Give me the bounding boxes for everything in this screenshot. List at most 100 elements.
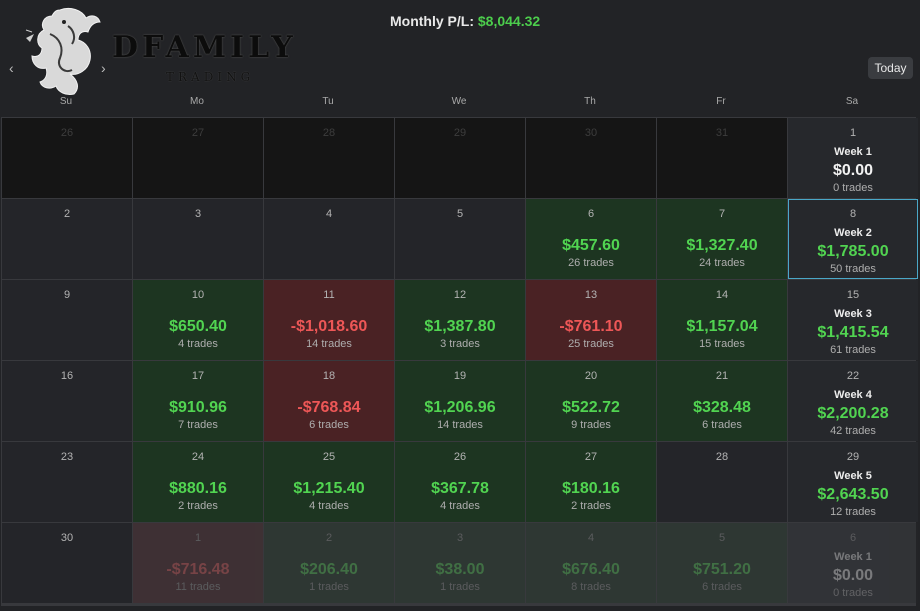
brand-name: DFAMILY	[112, 30, 297, 65]
day-trade-count: 7 trades	[178, 419, 218, 431]
day-cell[interactable]: 24 $880.16 2 trades	[133, 442, 263, 522]
day-cell[interactable]: 10 $650.40 4 trades	[133, 280, 263, 360]
day-pl-amount: $328.48	[693, 399, 751, 416]
day-cell[interactable]: 7 $1,327.40 24 trades	[657, 199, 787, 279]
day-cell[interactable]: 28	[657, 442, 787, 522]
day-cell[interactable]: 3	[133, 199, 263, 279]
day-cell[interactable]: 4	[264, 199, 394, 279]
day-number: 30	[60, 532, 74, 544]
week-pl-amount: $1,785.00	[817, 243, 889, 260]
day-cell[interactable]: 26 $367.78 4 trades	[395, 442, 525, 522]
day-cell[interactable]: 23	[2, 442, 132, 522]
day-cell[interactable]: 26	[2, 118, 132, 198]
day-number: 23	[60, 451, 74, 463]
day-number: 3	[456, 532, 464, 544]
day-pl-amount: -$716.48	[166, 561, 230, 578]
day-number: 1	[849, 127, 857, 139]
day-cell[interactable]: 14 $1,157.04 15 trades	[657, 280, 787, 360]
day-cell[interactable]: 5 $751.20 6 trades	[657, 523, 787, 603]
day-cell[interactable]: 25 $1,215.40 4 trades	[264, 442, 394, 522]
day-number: 2	[325, 532, 333, 544]
week-trade-count: 61 trades	[830, 344, 876, 356]
day-number: 5	[456, 208, 464, 220]
day-trade-count: 1 trades	[309, 581, 349, 593]
day-pl-amount: $367.78	[431, 480, 489, 497]
day-cell[interactable]: 9	[2, 280, 132, 360]
day-pl-amount: $38.00	[435, 561, 485, 578]
day-trade-count: 2 trades	[571, 500, 611, 512]
day-number: 13	[584, 289, 598, 301]
day-number: 7	[718, 208, 726, 220]
chevron-left-icon[interactable]: ‹	[9, 60, 14, 76]
day-number: 11	[323, 289, 335, 301]
week-label: Week 1	[834, 146, 872, 158]
week-trade-count: 50 trades	[830, 263, 876, 275]
day-pl-amount: $676.40	[562, 561, 620, 578]
today-button[interactable]: Today	[868, 57, 913, 79]
day-cell[interactable]: 13 -$761.10 25 trades	[526, 280, 656, 360]
week-summary-cell[interactable]: 8 Week 2 $1,785.00 50 trades	[788, 199, 918, 279]
day-cell[interactable]: 21 $328.48 6 trades	[657, 361, 787, 441]
day-number: 16	[60, 370, 74, 382]
day-pl-amount: $1,215.40	[293, 480, 365, 497]
day-cell[interactable]: 4 $676.40 8 trades	[526, 523, 656, 603]
week-summary-cell[interactable]: 6 Week 1 $0.00 0 trades	[788, 523, 918, 603]
day-number: 14	[715, 289, 729, 301]
week-trade-count: 0 trades	[833, 587, 873, 599]
day-trade-count: 9 trades	[571, 419, 611, 431]
day-number: 27	[191, 127, 205, 139]
week-trade-count: 12 trades	[830, 506, 876, 518]
day-cell[interactable]: 27 $180.16 2 trades	[526, 442, 656, 522]
day-trade-count: 15 trades	[699, 338, 745, 350]
day-trade-count: 4 trades	[178, 338, 218, 350]
week-summary-cell[interactable]: 15 Week 3 $1,415.54 61 trades	[788, 280, 918, 360]
week-summary-cell[interactable]: 29 Week 5 $2,643.50 12 trades	[788, 442, 918, 522]
chevron-right-icon[interactable]: ›	[101, 60, 106, 76]
calendar-grid: 26 27 28 29 30 31 1 Week 1 $0.00 0 trades 2 3 4 5 6 $45…	[1, 117, 918, 606]
week-summary-cell[interactable]: 22 Week 4 $2,200.28 42 trades	[788, 361, 918, 441]
day-cell[interactable]: 30	[526, 118, 656, 198]
day-cell[interactable]: 2 $206.40 1 trades	[264, 523, 394, 603]
day-cell[interactable]: 30	[2, 523, 132, 603]
day-pl-amount: $910.96	[169, 399, 227, 416]
week-label: Week 4	[834, 389, 872, 401]
day-cell[interactable]: 17 $910.96 7 trades	[133, 361, 263, 441]
day-number: 6	[849, 532, 857, 544]
day-cell[interactable]: 18 -$768.84 6 trades	[264, 361, 394, 441]
week-summary-cell[interactable]: 1 Week 1 $0.00 0 trades	[788, 118, 918, 198]
day-cell[interactable]: 3 $38.00 1 trades	[395, 523, 525, 603]
day-cell[interactable]: 28	[264, 118, 394, 198]
day-trade-count: 11 trades	[175, 581, 221, 593]
day-trade-count: 25 trades	[568, 338, 614, 350]
day-cell[interactable]: 19 $1,206.96 14 trades	[395, 361, 525, 441]
brand-subtitle: TRADING	[166, 70, 255, 84]
day-cell[interactable]: 11 -$1,018.60 14 trades	[264, 280, 394, 360]
day-cell[interactable]: 20 $522.72 9 trades	[526, 361, 656, 441]
day-cell[interactable]: 16	[2, 361, 132, 441]
week-label: Week 5	[834, 470, 872, 482]
day-cell[interactable]: 31	[657, 118, 787, 198]
day-number: 3	[194, 208, 202, 220]
week-trade-count: 0 trades	[833, 182, 873, 194]
weekday-header: Th	[584, 96, 596, 107]
day-cell[interactable]: 6 $457.60 26 trades	[526, 199, 656, 279]
week-pl-amount: $1,415.54	[817, 324, 889, 341]
monthly-pl-label: Monthly P/L:	[390, 13, 474, 29]
day-cell[interactable]: 27	[133, 118, 263, 198]
weekday-header: Fr	[716, 96, 726, 107]
day-cell[interactable]: 1 -$716.48 11 trades	[133, 523, 263, 603]
weekday-header: Su	[59, 96, 73, 107]
day-number: 27	[584, 451, 598, 463]
day-cell[interactable]: 5	[395, 199, 525, 279]
day-number: 8	[849, 208, 857, 220]
day-cell[interactable]: 29	[395, 118, 525, 198]
day-number: 31	[715, 127, 729, 139]
day-cell[interactable]: 2	[2, 199, 132, 279]
week-pl-amount: $2,200.28	[817, 405, 889, 422]
day-trade-count: 6 trades	[702, 419, 742, 431]
day-trade-count: 14 trades	[306, 338, 352, 350]
day-cell[interactable]: 12 $1,387.80 3 trades	[395, 280, 525, 360]
day-number: 10	[191, 289, 205, 301]
day-trade-count: 1 trades	[440, 581, 480, 593]
day-number: 6	[587, 208, 595, 220]
